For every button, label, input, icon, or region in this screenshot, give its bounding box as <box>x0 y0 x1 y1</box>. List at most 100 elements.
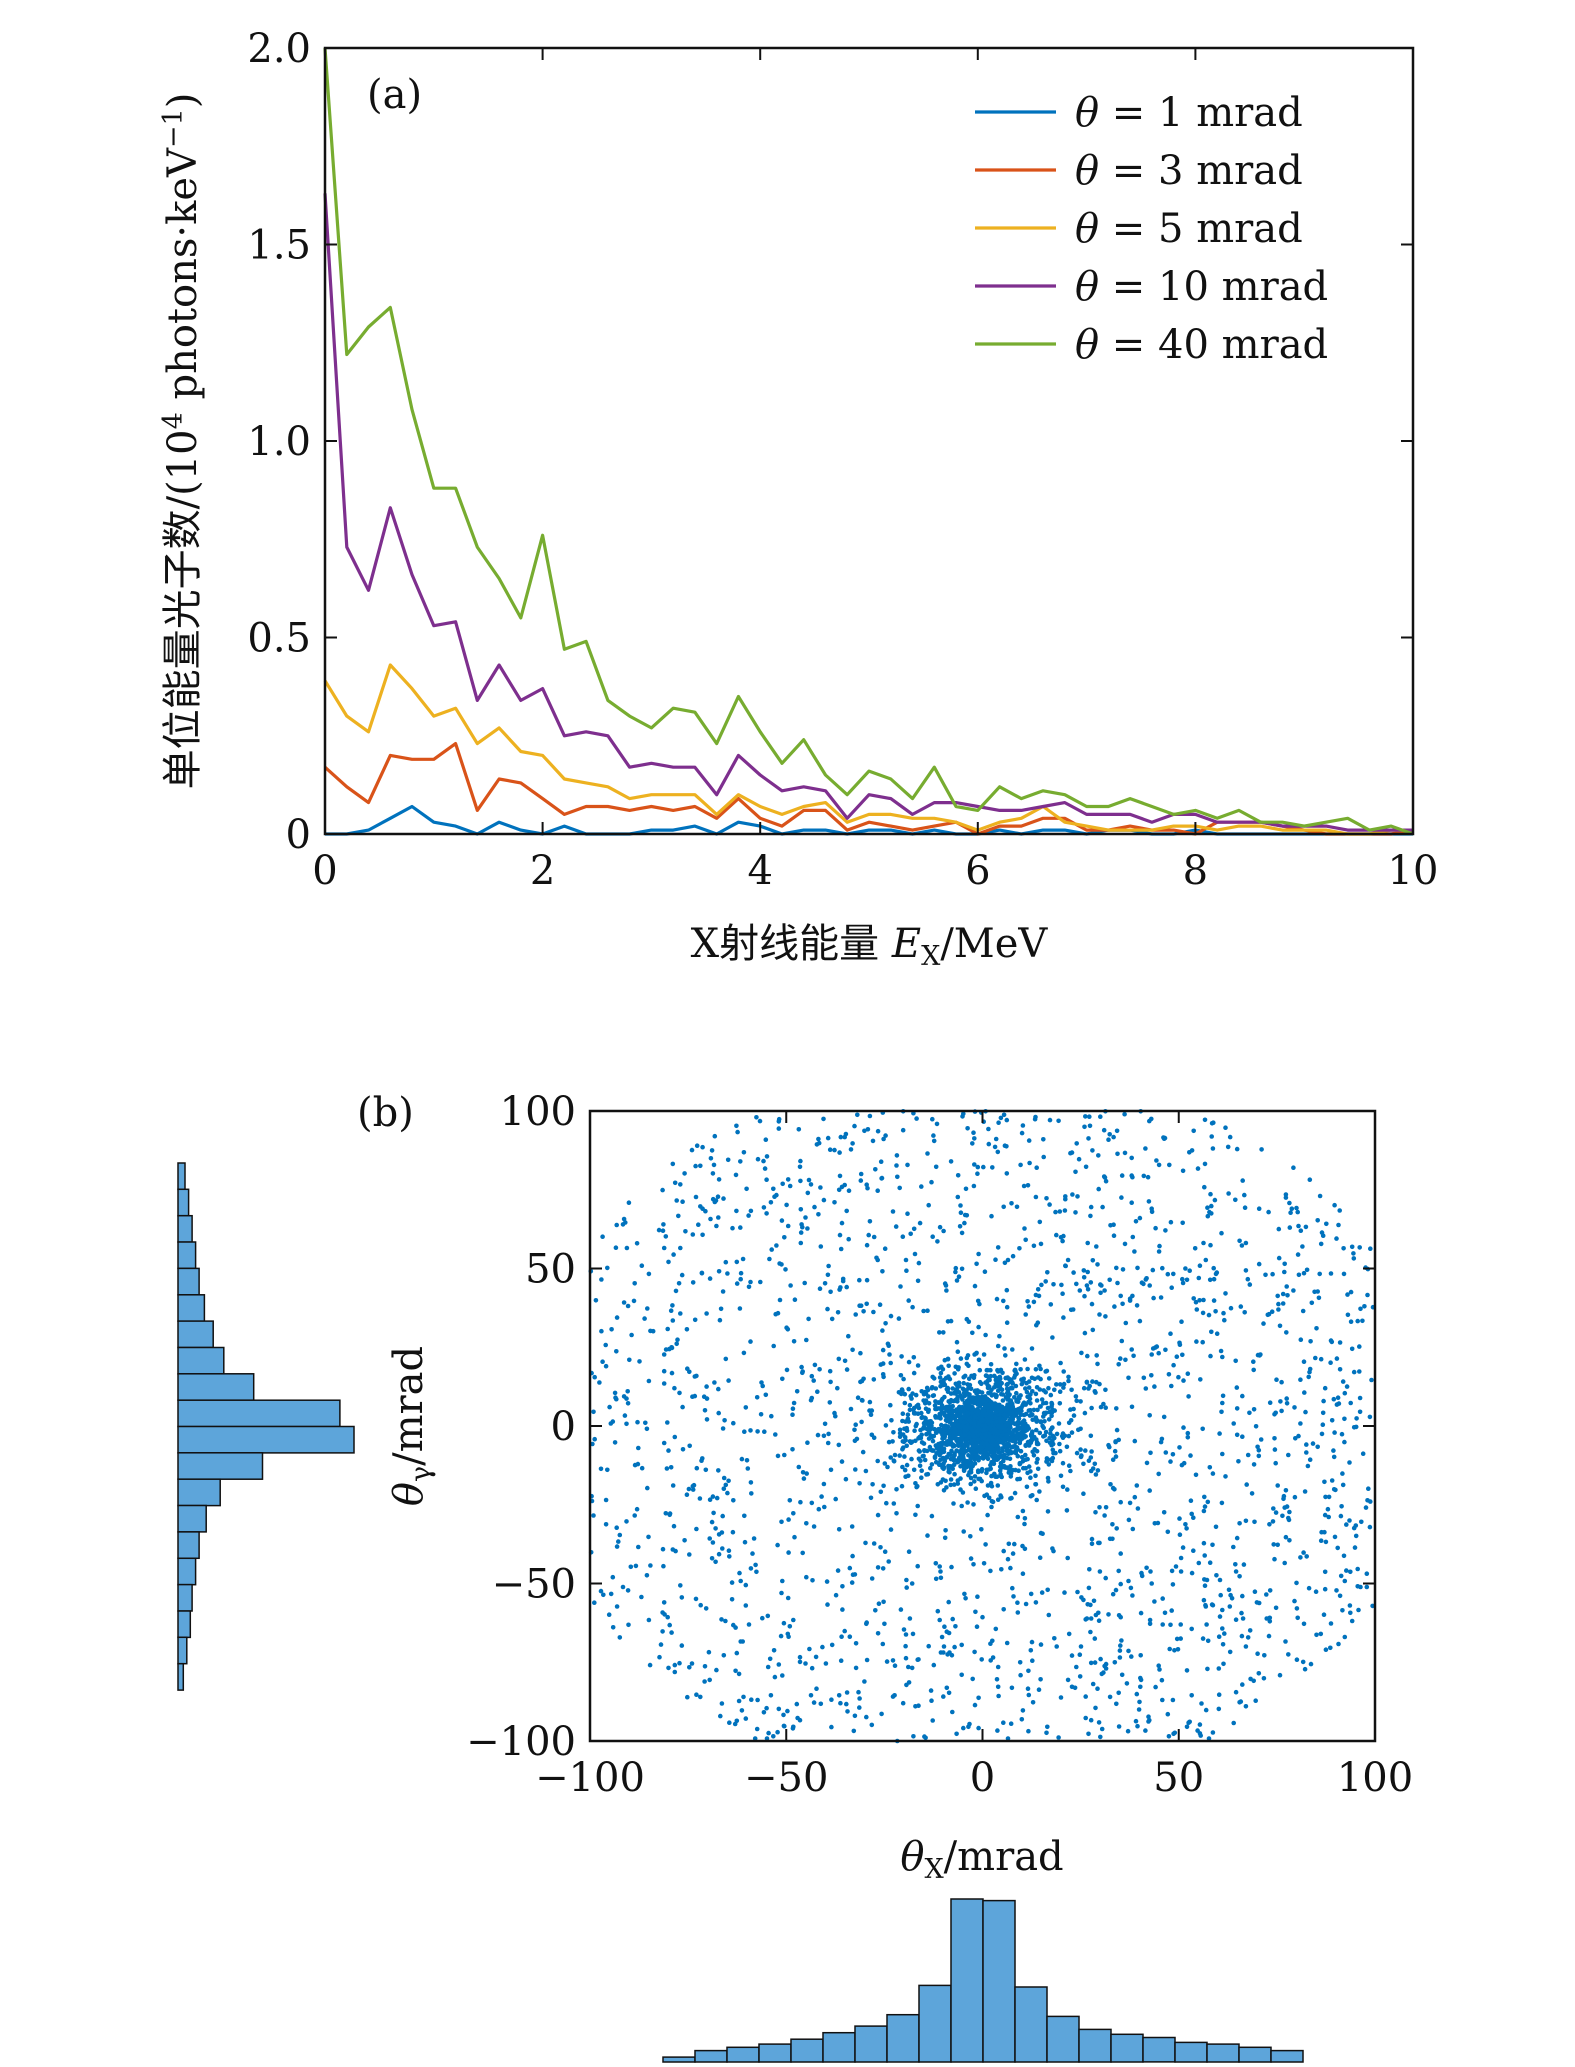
scatter-point <box>1336 1222 1341 1228</box>
scatter-point <box>931 1662 937 1668</box>
scatter-point <box>827 1400 833 1405</box>
scatter-point <box>1316 1295 1322 1301</box>
scatter-point <box>1046 1417 1052 1422</box>
scatter-point <box>738 1159 743 1164</box>
scatter-point <box>1030 1700 1036 1705</box>
scatter-point <box>1360 1318 1365 1324</box>
scatter-point <box>1173 1564 1179 1569</box>
scatter-point <box>1165 1711 1171 1717</box>
scatter-point <box>961 1457 966 1462</box>
scatter-point <box>1323 1494 1328 1500</box>
scatter-point <box>714 1223 719 1229</box>
scatter-point <box>943 1283 949 1288</box>
scatter-point <box>1240 1616 1246 1621</box>
scatter-point <box>667 1512 672 1518</box>
scatter-point <box>842 1358 848 1364</box>
scatter-point <box>1126 1375 1131 1381</box>
scatter-point <box>797 1659 803 1665</box>
scatter-point <box>891 1458 897 1463</box>
scatter-point <box>864 1714 869 1720</box>
scatter-point <box>1111 1222 1116 1227</box>
scatter-point <box>916 1405 922 1411</box>
scatter-point <box>799 1364 804 1370</box>
scatter-point <box>808 1182 814 1187</box>
scatter-point <box>842 1628 847 1634</box>
panel-b-horizontal-histogram <box>662 1898 1304 2063</box>
scatter-point <box>1115 1280 1120 1286</box>
scatter-point <box>839 1459 845 1464</box>
scatter-point <box>1054 1431 1060 1437</box>
scatter-point <box>1061 1385 1066 1390</box>
scatter-point <box>1044 1438 1049 1444</box>
scatter-point <box>1026 1464 1032 1469</box>
scatter-point <box>1044 1459 1049 1464</box>
scatter-point <box>776 1706 782 1712</box>
scatter-point <box>1129 1347 1134 1352</box>
scatter-point <box>992 1428 997 1434</box>
scatter-point <box>870 1482 875 1487</box>
scatter-point <box>617 1635 623 1640</box>
scatter-point <box>960 1404 965 1410</box>
scatter-point <box>989 1504 994 1510</box>
scatter-point <box>790 1447 795 1452</box>
scatter-point <box>919 1184 924 1189</box>
scatter-point <box>1348 1319 1354 1324</box>
scatter-point <box>818 1185 823 1190</box>
scatter-point <box>864 1182 869 1187</box>
scatter-point <box>1119 1672 1125 1678</box>
scatter-point <box>1097 1569 1103 1574</box>
scatter-point <box>991 1459 996 1464</box>
scatter-point <box>787 1183 793 1189</box>
scatter-point <box>1006 1442 1012 1447</box>
scatter-point <box>1043 1429 1049 1435</box>
scatter-point <box>825 1272 831 1278</box>
scatter-point <box>929 1513 935 1519</box>
scatter-point <box>840 1584 845 1589</box>
scatter-point <box>1239 1243 1245 1248</box>
scatter-point <box>913 1512 918 1518</box>
scatter-point <box>972 1437 977 1443</box>
scatter-point <box>931 1133 936 1138</box>
scatter-point <box>625 1389 630 1394</box>
histogram-bar-vertical <box>177 1188 190 1217</box>
scatter-point <box>1205 1499 1211 1505</box>
scatter-point <box>781 1723 787 1729</box>
scatter-point <box>798 1158 803 1164</box>
scatter-point <box>670 1547 676 1552</box>
scatter-point <box>1026 1385 1032 1390</box>
scatter-point <box>951 1462 957 1467</box>
scatter-point <box>1132 1438 1138 1444</box>
scatter-point <box>1234 1432 1240 1438</box>
scatter-point <box>1210 1146 1216 1151</box>
scatter-point <box>633 1563 639 1569</box>
scatter-point <box>836 1356 842 1362</box>
scatter-point <box>1331 1396 1337 1402</box>
scatter-point <box>1197 1298 1202 1303</box>
scatter-point <box>663 1234 669 1239</box>
scatter-point <box>1088 1602 1093 1608</box>
scatter-point <box>1322 1385 1328 1391</box>
scatter-point <box>1322 1586 1328 1592</box>
panel-b-y-title-subscript: γ <box>406 1466 437 1482</box>
scatter-point <box>1036 1687 1042 1692</box>
scatter-point <box>1081 1268 1087 1273</box>
scatter-point <box>1357 1245 1362 1250</box>
scatter-point <box>880 1361 886 1366</box>
scatter-point <box>959 1503 964 1509</box>
scatter-point <box>1169 1285 1174 1290</box>
scatter-point <box>933 1164 939 1170</box>
scatter-point <box>921 1308 926 1314</box>
scatter-point <box>881 1483 886 1489</box>
scatter-point <box>1163 1347 1168 1353</box>
scatter-point <box>1256 1671 1262 1676</box>
histogram-bar-vertical <box>177 1478 221 1507</box>
scatter-point <box>746 1622 752 1627</box>
scatter-point <box>846 1236 851 1242</box>
scatter-point <box>811 1700 817 1705</box>
panel-b-x-title-subscript: X <box>924 1854 944 1885</box>
scatter-point <box>1022 1546 1028 1552</box>
scatter-point <box>1129 1200 1134 1205</box>
scatter-point <box>1022 1357 1028 1362</box>
scatter-point <box>781 1712 786 1718</box>
